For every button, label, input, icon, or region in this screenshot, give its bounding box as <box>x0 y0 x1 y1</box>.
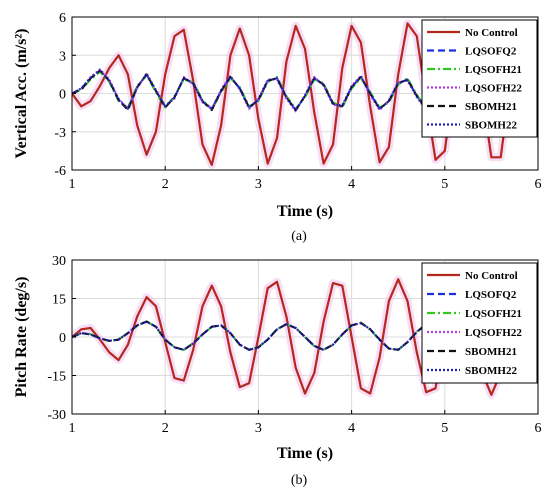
x-tick-label: 4 <box>348 177 355 192</box>
legend-label: LQSOFH22 <box>465 327 522 339</box>
y-tick-label: 6 <box>59 11 66 26</box>
y-tick-label: -3 <box>54 126 66 141</box>
y-tick-label: -15 <box>47 370 66 385</box>
legend-label: SBOMH21 <box>465 101 517 113</box>
legend: No Control LQSOFQ2 LQSOFH21 LQSOFH22 SBOMH21… <box>421 262 538 384</box>
legend-box <box>421 262 538 384</box>
x-tick-label: 2 <box>162 421 169 436</box>
legend-label: SBOMH21 <box>465 346 517 358</box>
legend-label: LQSOFH22 <box>465 83 522 95</box>
x-tick-label: 6 <box>535 421 542 436</box>
chart-panel-a: 1 2 3 4 5 6 -6 -3 0 3 6 Time (s) Vertical Acc. (m/s²… <box>13 11 542 244</box>
y-tick-label: 0 <box>59 88 66 103</box>
y-tick-label: 15 <box>52 293 66 308</box>
x-axis-label: Time (s) <box>277 203 333 220</box>
legend-label: LQSOFH21 <box>465 64 522 76</box>
series-line-sbomh21 <box>72 69 538 112</box>
x-tick-label: 4 <box>348 421 355 436</box>
x-tick-label: 5 <box>441 421 448 436</box>
legend-label: LQSOFQ2 <box>465 289 517 301</box>
y-axis-label: Pitch Rate (deg/s) <box>13 277 30 398</box>
x-tick-label: 3 <box>255 177 262 192</box>
legend-box <box>421 19 538 138</box>
y-axis-label: Vertical Acc. (m/s²) <box>13 29 30 159</box>
panel-caption: (a) <box>291 229 307 244</box>
y-tick-label: -30 <box>47 408 66 423</box>
legend-label: LQSOFH21 <box>465 308 522 320</box>
legend-label: SBOMH22 <box>465 365 517 377</box>
legend: No Control LQSOFQ2 LQSOFH21 LQSOFH22 SBOMH21… <box>421 19 538 138</box>
y-tick-label: 30 <box>52 254 66 269</box>
series-line-sbomh22 <box>72 320 538 351</box>
x-tick-label: 2 <box>162 177 169 192</box>
x-tick-label: 1 <box>69 421 76 436</box>
y-tick-label: 0 <box>59 331 66 346</box>
legend-label: SBOMH22 <box>465 120 517 132</box>
x-tick-label: 6 <box>535 177 542 192</box>
x-axis-label: Time (s) <box>277 445 333 462</box>
y-tick-label: -6 <box>54 164 66 179</box>
panel-caption: (b) <box>291 473 308 488</box>
chart-panel-b: 1 2 3 4 5 6 -30 -15 0 15 30 Time (s) Pitch Rate (deg… <box>13 254 542 488</box>
x-tick-label: 3 <box>255 421 262 436</box>
y-tick-label: 3 <box>59 49 66 64</box>
legend-label: LQSOFQ2 <box>465 46 517 58</box>
legend-label: No Control <box>465 27 518 39</box>
x-tick-label: 1 <box>69 177 76 192</box>
x-tick-label: 5 <box>441 177 448 192</box>
legend-label: No Control <box>465 270 518 282</box>
